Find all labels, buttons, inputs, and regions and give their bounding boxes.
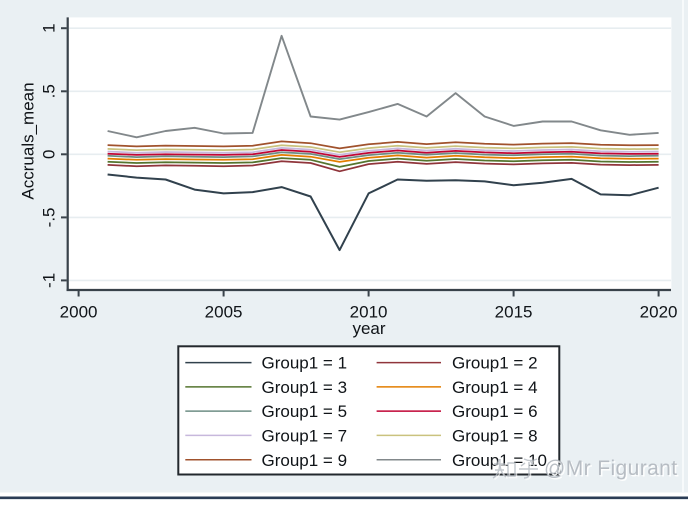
svg-text:Accruals_mean: Accruals_mean (19, 82, 38, 199)
svg-text:1: 1 (40, 23, 59, 32)
svg-text:year: year (352, 319, 385, 338)
svg-text:Group1 = 4: Group1 = 4 (452, 378, 538, 397)
svg-text:@Mr Figurant: @Mr Figurant (544, 457, 677, 480)
svg-text:Group1 = 9: Group1 = 9 (262, 451, 348, 470)
svg-text:2000: 2000 (60, 302, 98, 321)
svg-text:.5: .5 (40, 84, 59, 98)
svg-text:2005: 2005 (205, 302, 243, 321)
svg-text:Group1 = 7: Group1 = 7 (262, 427, 348, 446)
svg-text:0: 0 (40, 150, 59, 159)
svg-text:Group1 = 2: Group1 = 2 (452, 354, 538, 373)
svg-text:2020: 2020 (640, 302, 678, 321)
svg-text:Group1 = 1: Group1 = 1 (262, 354, 348, 373)
svg-text:-1: -1 (40, 273, 59, 288)
svg-text:Group1 = 8: Group1 = 8 (452, 427, 538, 446)
svg-text:Group1 = 6: Group1 = 6 (452, 402, 538, 421)
svg-text:Group1 = 3: Group1 = 3 (262, 378, 348, 397)
svg-text:-.5: -.5 (40, 207, 59, 227)
svg-text:2010: 2010 (350, 302, 388, 321)
svg-text:Group1 = 5: Group1 = 5 (262, 402, 348, 421)
svg-text:2015: 2015 (495, 302, 533, 321)
svg-text:@Mr Figurant: @Mr Figurant (546, 459, 679, 482)
